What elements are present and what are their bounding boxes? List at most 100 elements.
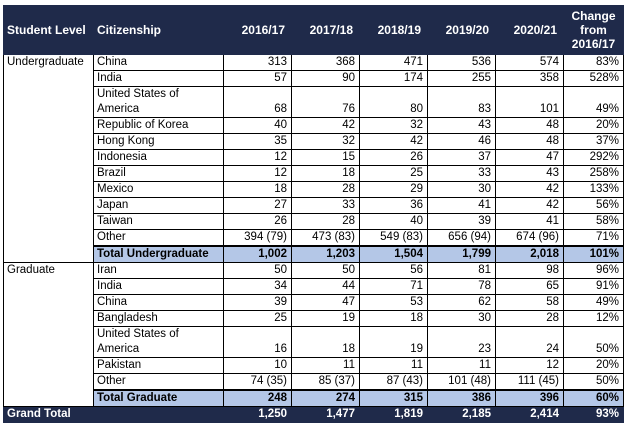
citizenship-cell: Taiwan [93,213,224,230]
value-cell: 74 (35) [223,373,292,391]
value-cell: 19 [359,326,428,358]
total-spacer [3,246,94,263]
change-cell: 49% [563,294,624,311]
value-cell: 101 [495,86,564,118]
change-cell: 258% [563,165,624,182]
citizenship-cell: Hong Kong [93,133,224,150]
total-value-cell: 386 [427,389,496,407]
value-cell: 44 [291,278,360,295]
grand-value-cell: 2,414 [495,406,564,423]
citizenship-cell: Brazil [93,165,224,182]
table-row: India 34 44 71 78 65 91% [4,278,624,295]
value-cell: 48 [495,117,564,134]
table-row: Taiwan 26 28 40 39 41 58% [4,213,624,230]
value-cell: 27 [223,197,292,214]
value-cell: 26 [359,149,428,166]
table-row: Pakistan 10 11 11 11 12 20% [4,357,624,374]
header-citizenship: Citizenship [93,5,224,55]
table-row: United States of America 68 76 80 83 101 49% [4,86,624,118]
citizenship-cell: United States of America [93,326,224,358]
citizenship-cell: Iran [93,262,224,279]
value-cell: 255 [427,70,496,87]
grand-value-cell: 1,819 [359,406,428,423]
change-cell: 50% [563,326,624,358]
value-cell: 18 [223,181,292,198]
value-cell: 53 [359,294,428,311]
change-cell: 12% [563,310,624,327]
header-year: 2018/19 [359,5,428,55]
total-value-cell: 1,799 [427,245,496,263]
change-cell: 58% [563,213,624,230]
citizenship-cell: Other [93,373,224,391]
change-cell: 83% [563,54,624,71]
value-cell: 19 [291,310,360,327]
citizenship-cell: Other [93,229,224,247]
change-cell: 50% [563,373,624,391]
value-cell: 16 [223,326,292,358]
grand-value-cell: 1,250 [223,406,292,423]
value-cell: 18 [291,326,360,358]
value-cell: 28 [495,310,564,327]
table-row: United States of America 16 18 19 23 24 50% [4,326,624,358]
value-cell: 26 [223,213,292,230]
value-cell: 34 [223,278,292,295]
value-cell: 57 [223,70,292,87]
graduate-level-label: Graduate [3,262,94,390]
value-cell: 18 [359,310,428,327]
value-cell: 40 [223,117,292,134]
change-cell: 56% [563,197,624,214]
value-cell: 33 [291,197,360,214]
citizenship-cell: China [93,54,224,71]
total-value-cell: 1,002 [223,245,292,263]
value-cell: 394 (79) [223,229,292,247]
citizenship-cell: Bangladesh [93,310,224,327]
value-cell: 42 [291,117,360,134]
value-cell: 656 (94) [427,229,496,247]
value-cell: 32 [359,117,428,134]
value-cell: 18 [291,165,360,182]
undergraduate-total-row: Total Undergraduate 1,002 1,203 1,504 1,799 2… [3,245,624,263]
table-row: China 39 47 53 62 58 49% [4,294,624,311]
value-cell: 28 [291,181,360,198]
citizenship-cell: United States of America [93,86,224,118]
citizenship-cell: Republic of Korea [93,117,224,134]
value-cell: 85 (37) [291,373,360,391]
value-cell: 68 [223,86,292,118]
total-value-cell: 1,203 [291,245,360,263]
value-cell: 101 (48) [427,373,496,391]
value-cell: 11 [291,357,360,374]
value-cell: 313 [223,54,292,71]
value-cell: 174 [359,70,428,87]
value-cell: 58 [495,294,564,311]
citizenship-cell: India [93,70,224,87]
value-cell: 87 (43) [359,373,428,391]
change-cell: 292% [563,149,624,166]
header-change: Change from 2016/17 [563,5,624,55]
value-cell: 25 [223,310,292,327]
change-cell: 20% [563,357,624,374]
total-value-cell: 315 [359,389,428,407]
grand-total-label: Grand Total [3,406,224,423]
undergraduate-level-label: Undergraduate [3,54,94,246]
value-cell: 358 [495,70,564,87]
total-change-cell: 101% [563,245,624,263]
value-cell: 39 [223,294,292,311]
table-row: Indonesia 12 15 26 37 47 292% [4,149,624,166]
table-body: Undergraduate China 313 368 471 536 574 83% Indi… [3,54,624,423]
header-year: 2017/18 [291,5,360,55]
value-cell: 23 [427,326,496,358]
value-cell: 42 [359,133,428,150]
total-label: Total Undergraduate [93,245,224,263]
grand-value-cell: 1,477 [291,406,360,423]
value-cell: 43 [495,165,564,182]
value-cell: 10 [223,357,292,374]
citizenship-cell: Japan [93,197,224,214]
table-row: Undergraduate China 313 368 471 536 574 83% [3,54,624,246]
value-cell: 50 [223,262,292,279]
change-cell: 37% [563,133,624,150]
table-row: Other 74 (35) 85 (37) 87 (43) 101 (48) 111 (4… [4,373,624,391]
change-cell: 20% [563,117,624,134]
citizenship-cell: Pakistan [93,357,224,374]
change-cell: 49% [563,86,624,118]
table-row: Japan 27 33 36 41 42 56% [4,197,624,214]
